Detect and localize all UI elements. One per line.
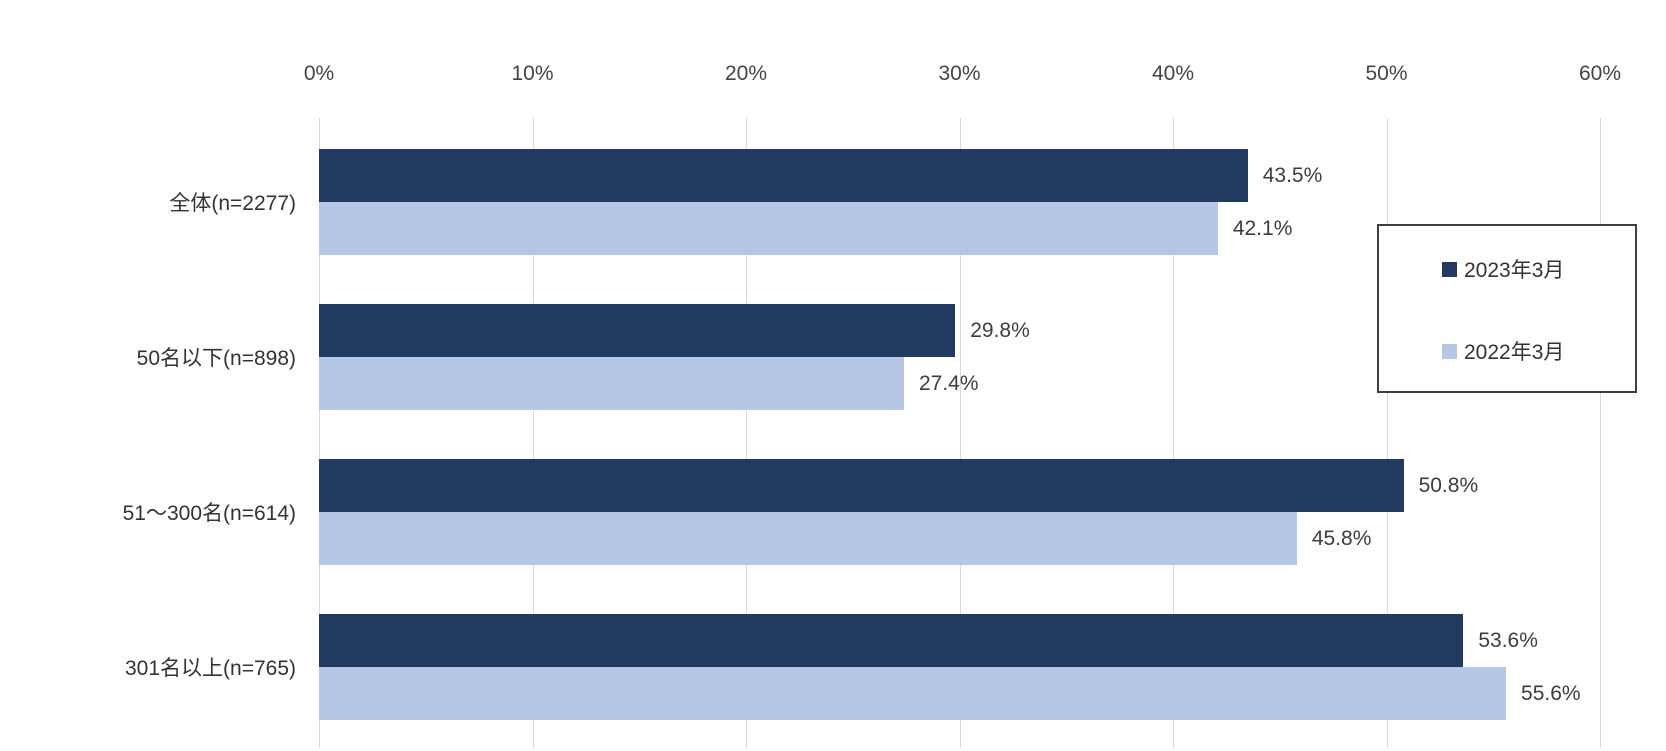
gridline bbox=[532, 118, 534, 748]
bar-2022年3月 bbox=[319, 357, 904, 410]
gridline bbox=[746, 118, 747, 748]
category-label: 50名以下(n=898) bbox=[136, 347, 296, 370]
legend: 2023年3月 2022年3月 bbox=[1377, 224, 1637, 393]
bar-value-label: 43.5% bbox=[1262, 163, 1323, 187]
x-axis-tick-label: 40% bbox=[1151, 62, 1195, 85]
gridline bbox=[1173, 118, 1174, 748]
bar-2023年3月 bbox=[319, 614, 1464, 667]
x-axis-tick-label: 50% bbox=[1365, 62, 1408, 85]
bar-value-label: 42.1% bbox=[1232, 216, 1293, 240]
legend-swatch-2023-icon bbox=[1442, 261, 1457, 277]
category-label: 301名以上(n=765) bbox=[124, 657, 296, 680]
bar-value-label: 55.6% bbox=[1521, 681, 1581, 705]
bar-2022年3月 bbox=[319, 512, 1297, 565]
bar-2023年3月 bbox=[319, 459, 1404, 512]
legend-swatch-2022-icon bbox=[1442, 343, 1457, 359]
gridline bbox=[1600, 118, 1601, 748]
legend-item: 2023年3月 bbox=[1442, 254, 1564, 284]
bar-2022年3月 bbox=[319, 667, 1507, 720]
category-label: 全体(n=2277) bbox=[169, 192, 296, 215]
bar-value-label: 50.8% bbox=[1418, 473, 1479, 497]
bar-2022年3月 bbox=[319, 202, 1218, 255]
legend-label: 2022年3月 bbox=[1464, 341, 1565, 364]
bar-value-label: 29.8% bbox=[970, 318, 1030, 342]
bar-value-label: 45.8% bbox=[1311, 526, 1372, 550]
legend-item: 2022年3月 bbox=[1442, 336, 1564, 366]
gridline bbox=[319, 118, 320, 748]
gridline bbox=[1386, 118, 1388, 748]
category-label: 51〜300名(n=614) bbox=[122, 502, 296, 525]
x-axis-tick-label: 10% bbox=[511, 62, 554, 85]
x-axis-tick-label: 0% bbox=[303, 62, 335, 85]
x-axis-tick-label: 60% bbox=[1578, 62, 1622, 85]
bar-2023年3月 bbox=[319, 149, 1248, 202]
bar-value-label: 53.6% bbox=[1478, 628, 1538, 652]
bar-value-label: 27.4% bbox=[918, 371, 979, 395]
x-axis-tick-label: 20% bbox=[724, 62, 768, 85]
bar-2023年3月 bbox=[319, 304, 956, 357]
gridline bbox=[959, 118, 961, 748]
x-axis-tick-label: 30% bbox=[938, 62, 981, 85]
legend-label: 2023年3月 bbox=[1464, 259, 1565, 282]
